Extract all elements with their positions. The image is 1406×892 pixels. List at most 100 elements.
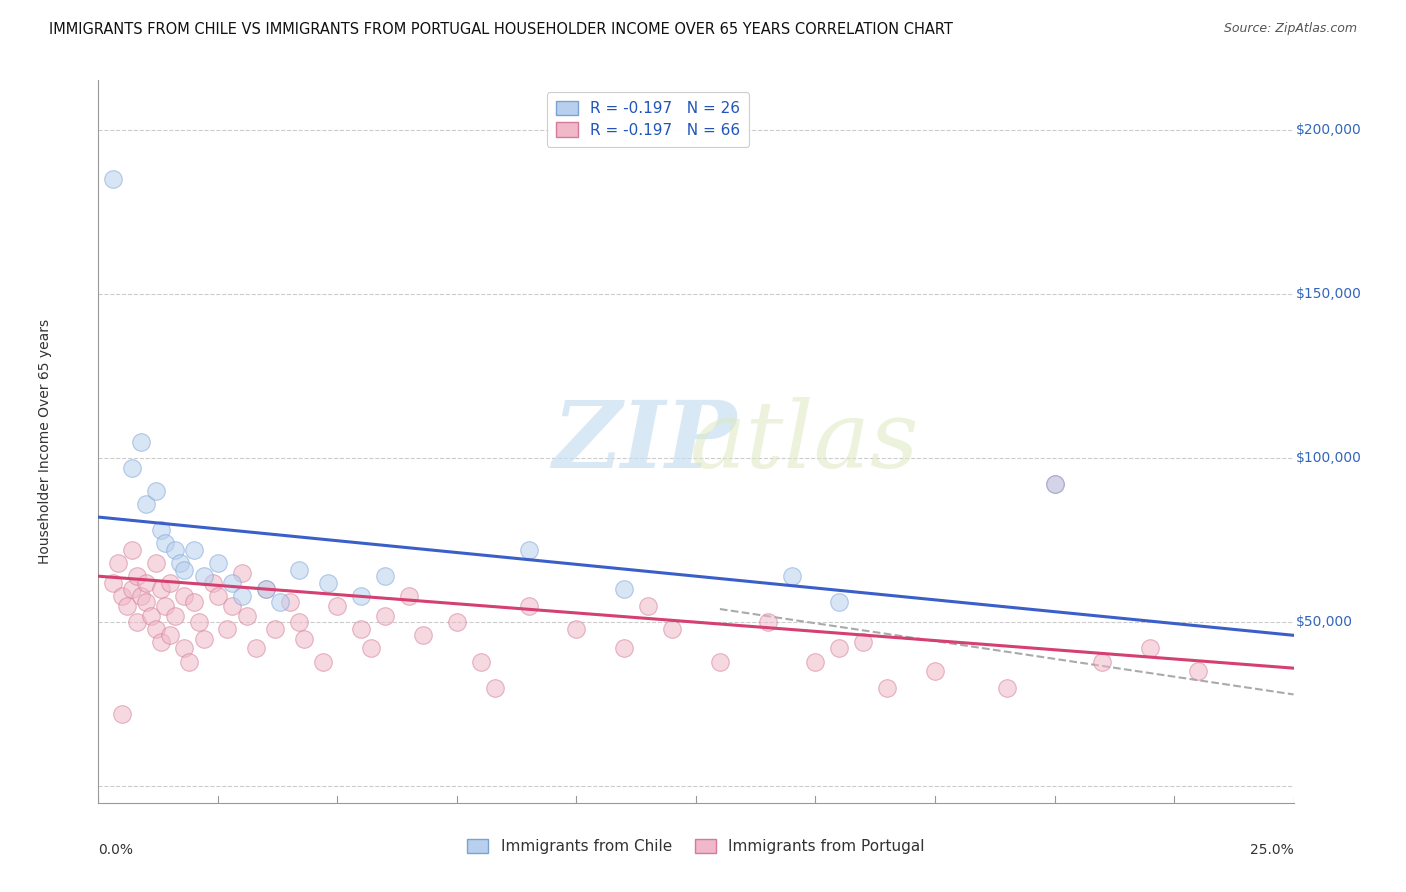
Point <box>470 655 492 669</box>
Point <box>828 595 851 609</box>
Point <box>111 707 134 722</box>
Point <box>828 641 851 656</box>
Point <box>231 566 253 580</box>
Point <box>995 681 1018 695</box>
Point <box>221 575 243 590</box>
Point <box>269 595 291 609</box>
Point <box>131 589 153 603</box>
Point <box>145 483 167 498</box>
Point <box>131 434 153 449</box>
Point <box>709 655 731 669</box>
Text: $150,000: $150,000 <box>1296 286 1362 301</box>
Point <box>292 632 315 646</box>
Point <box>173 563 195 577</box>
Point <box>852 635 875 649</box>
Point <box>121 582 143 597</box>
Point <box>288 615 311 630</box>
Point <box>613 641 636 656</box>
Point <box>374 569 396 583</box>
Text: $100,000: $100,000 <box>1296 451 1362 465</box>
Point <box>756 615 779 630</box>
Point <box>1043 477 1066 491</box>
Point <box>173 641 195 656</box>
Point <box>145 556 167 570</box>
Point <box>412 628 434 642</box>
Point <box>173 589 195 603</box>
Text: atlas: atlas <box>690 397 920 486</box>
Point <box>163 608 186 623</box>
Point <box>1139 641 1161 656</box>
Point <box>924 665 946 679</box>
Point <box>155 599 177 613</box>
Point <box>398 589 420 603</box>
Point <box>517 542 540 557</box>
Text: 0.0%: 0.0% <box>98 843 134 856</box>
Point <box>139 608 162 623</box>
Point <box>187 615 209 630</box>
Point <box>231 589 253 603</box>
Point <box>264 622 287 636</box>
Point <box>517 599 540 613</box>
Text: $50,000: $50,000 <box>1296 615 1353 629</box>
Point <box>254 582 277 597</box>
Point <box>374 608 396 623</box>
Point <box>637 599 659 613</box>
Text: IMMIGRANTS FROM CHILE VS IMMIGRANTS FROM PORTUGAL HOUSEHOLDER INCOME OVER 65 YEA: IMMIGRANTS FROM CHILE VS IMMIGRANTS FROM… <box>49 22 953 37</box>
Point <box>446 615 468 630</box>
Text: Householder Income Over 65 years: Householder Income Over 65 years <box>38 319 52 564</box>
Point <box>565 622 588 636</box>
Point <box>780 569 803 583</box>
Text: 25.0%: 25.0% <box>1250 843 1294 856</box>
Point <box>179 655 201 669</box>
Point <box>193 569 215 583</box>
Point <box>207 556 229 570</box>
Point <box>121 460 143 475</box>
Point <box>207 589 229 603</box>
Point <box>221 599 243 613</box>
Point <box>183 595 205 609</box>
Point <box>169 556 191 570</box>
Point <box>613 582 636 597</box>
Point <box>125 615 148 630</box>
Point <box>125 569 148 583</box>
Point <box>101 171 124 186</box>
Point <box>288 563 311 577</box>
Point <box>183 542 205 557</box>
Point <box>149 523 172 537</box>
Point <box>193 632 215 646</box>
Point <box>278 595 301 609</box>
Point <box>326 599 349 613</box>
Point <box>202 575 225 590</box>
Point <box>101 575 124 590</box>
Point <box>155 536 177 550</box>
Legend: Immigrants from Chile, Immigrants from Portugal: Immigrants from Chile, Immigrants from P… <box>461 832 931 860</box>
Point <box>360 641 382 656</box>
Point <box>135 575 157 590</box>
Point <box>111 589 134 603</box>
Point <box>1091 655 1114 669</box>
Point <box>876 681 898 695</box>
Point <box>1043 477 1066 491</box>
Text: Source: ZipAtlas.com: Source: ZipAtlas.com <box>1223 22 1357 36</box>
Point <box>159 575 181 590</box>
Point <box>163 542 186 557</box>
Point <box>149 635 172 649</box>
Point <box>350 589 373 603</box>
Point <box>804 655 827 669</box>
Text: $200,000: $200,000 <box>1296 122 1361 136</box>
Point <box>1187 665 1209 679</box>
Point <box>235 608 257 623</box>
Point <box>145 622 167 636</box>
Point <box>254 582 277 597</box>
Point <box>245 641 267 656</box>
Point <box>107 556 129 570</box>
Point <box>121 542 143 557</box>
Point <box>312 655 335 669</box>
Point <box>484 681 506 695</box>
Point <box>159 628 181 642</box>
Point <box>350 622 373 636</box>
Point <box>149 582 172 597</box>
Point <box>217 622 239 636</box>
Point <box>115 599 138 613</box>
Point <box>316 575 339 590</box>
